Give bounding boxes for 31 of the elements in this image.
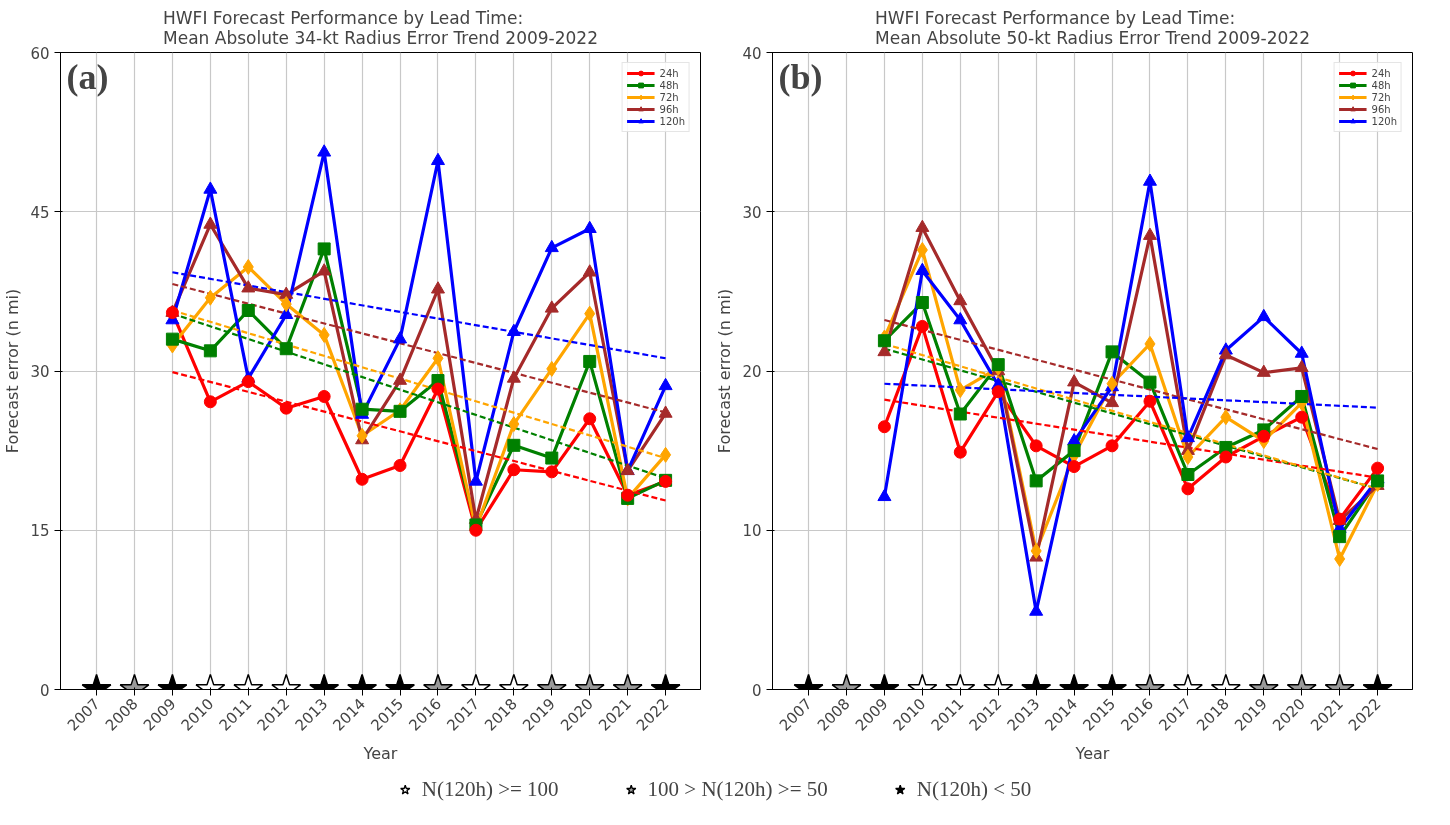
legend-label: 48h (659, 79, 680, 91)
y-axis-title: Forecast error (n mi) (3, 288, 23, 454)
legend-label: N(120h) >= 100 (421, 776, 559, 802)
y-tick-label: 30 (30, 363, 50, 381)
legend-label: 96h (659, 103, 680, 115)
legend-label: 24h (659, 67, 680, 79)
y-tick-label: 45 (30, 203, 50, 222)
chart-title: HWFI Forecast Performance by Lead Time: Mean Absolute 34-kt Radius Error Trend 2009-2022 (163, 7, 598, 48)
annotation: (b) (778, 56, 823, 97)
annotation: (a) (66, 56, 109, 97)
y-tick-label: 0 (39, 681, 50, 700)
x-axis-title: Year (362, 743, 398, 763)
legend-label: 72h (1371, 91, 1392, 103)
y-axis-title: Forecast error (n mi) (715, 288, 735, 454)
y-tick-label: 40 (742, 44, 762, 63)
y-tick-label: 0 (751, 681, 762, 700)
y-tick-label: 10 (742, 522, 762, 541)
y-tick-label: 60 (30, 44, 50, 63)
y-tick-label: 30 (742, 203, 762, 222)
legend-label: 72h (659, 91, 680, 103)
legend-label: 24h (1371, 67, 1392, 79)
y-tick-label: 15 (30, 522, 50, 541)
x-axis-title: Year (1074, 743, 1110, 763)
legend-label: 120h (1371, 115, 1397, 127)
y-tick-label: 20 (742, 363, 762, 381)
legend-label: 96h (1371, 103, 1392, 115)
chart-title: HWFI Forecast Performance by Lead Time: Mean Absolute 50-kt Radius Error Trend 2009-2022 (875, 7, 1310, 48)
legend-label: 120h (659, 115, 685, 127)
legend-label: 100 > N(120h) >= 50 (647, 776, 828, 802)
legend-label: 48h (1371, 79, 1392, 91)
legend-label: N(120h) < 50 (916, 776, 1032, 802)
